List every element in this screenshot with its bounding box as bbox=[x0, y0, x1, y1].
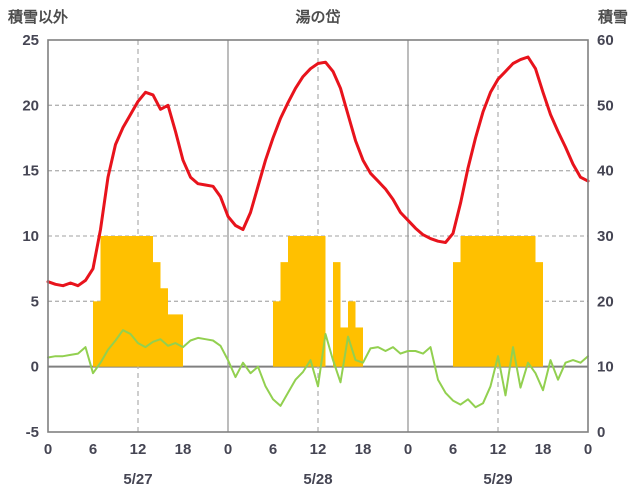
sunshine-bars bbox=[93, 236, 543, 367]
svg-text:0: 0 bbox=[224, 441, 232, 458]
right-axis-title: 積雪 bbox=[597, 9, 628, 26]
right-axis-tick-labels: 0 10 20 30 40 50 60 bbox=[597, 32, 614, 441]
svg-text:30: 30 bbox=[597, 228, 614, 245]
svg-text:5: 5 bbox=[31, 293, 39, 310]
green-line bbox=[47, 329, 589, 409]
svg-text:50: 50 bbox=[597, 97, 614, 114]
svg-text:12: 12 bbox=[310, 441, 327, 458]
temperature-line bbox=[46, 55, 590, 288]
svg-text:6: 6 bbox=[449, 441, 457, 458]
svg-text:40: 40 bbox=[597, 163, 614, 180]
svg-text:6: 6 bbox=[89, 441, 97, 458]
svg-text:6: 6 bbox=[269, 441, 277, 458]
svg-text:10: 10 bbox=[22, 228, 39, 245]
svg-text:0: 0 bbox=[597, 424, 605, 441]
svg-text:20: 20 bbox=[22, 97, 39, 114]
svg-text:25: 25 bbox=[22, 32, 39, 49]
svg-text:18: 18 bbox=[175, 441, 192, 458]
svg-text:20: 20 bbox=[597, 293, 614, 310]
left-axis-title: 積雪以外 bbox=[8, 9, 69, 26]
svg-text:-5: -5 bbox=[26, 424, 39, 441]
svg-text:0: 0 bbox=[584, 441, 592, 458]
x-axis-tick-labels: 0 6 12 18 0 6 12 18 0 6 12 18 0 bbox=[44, 441, 592, 458]
left-axis-tick-labels: -5 0 5 10 15 20 25 bbox=[22, 32, 39, 441]
svg-text:12: 12 bbox=[490, 441, 507, 458]
svg-text:10: 10 bbox=[597, 359, 614, 376]
plot-border bbox=[47, 39, 589, 433]
chart-title: 湯の岱 bbox=[295, 9, 341, 26]
svg-text:18: 18 bbox=[535, 441, 552, 458]
svg-text:18: 18 bbox=[355, 441, 372, 458]
svg-text:12: 12 bbox=[130, 441, 147, 458]
date-labels: 5/27 5/28 5/29 bbox=[123, 471, 512, 488]
svg-text:5/29: 5/29 bbox=[483, 471, 512, 488]
svg-text:15: 15 bbox=[22, 163, 39, 180]
svg-text:0: 0 bbox=[31, 359, 39, 376]
svg-text:60: 60 bbox=[597, 32, 614, 49]
svg-text:5/28: 5/28 bbox=[303, 471, 332, 488]
svg-text:0: 0 bbox=[44, 441, 52, 458]
svg-text:5/27: 5/27 bbox=[123, 471, 152, 488]
svg-text:0: 0 bbox=[404, 441, 412, 458]
